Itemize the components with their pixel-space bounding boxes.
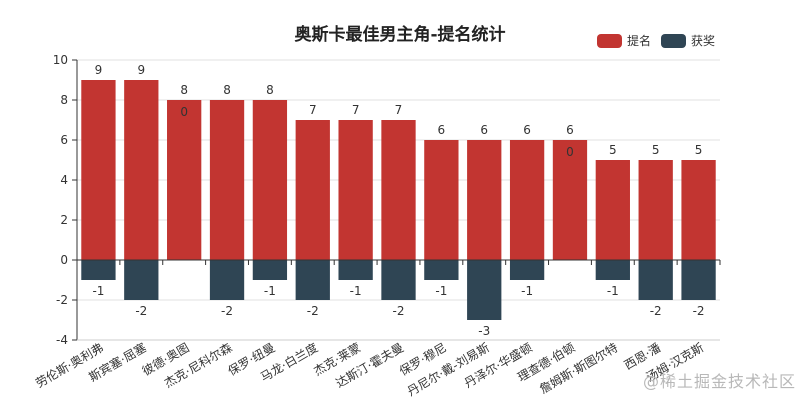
data-label: -2 — [307, 304, 319, 318]
data-label: -2 — [393, 304, 405, 318]
data-label: -1 — [607, 284, 619, 298]
data-label: -1 — [435, 284, 447, 298]
bar-nominations[interactable] — [552, 140, 588, 260]
data-label: 5 — [695, 143, 703, 157]
data-label: -2 — [221, 304, 233, 318]
data-label: 7 — [309, 103, 317, 117]
bar-wins[interactable] — [381, 260, 416, 300]
bar-nominations[interactable] — [467, 140, 502, 260]
data-label: 9 — [137, 63, 145, 77]
data-label: -1 — [92, 284, 104, 298]
bar-nominations[interactable] — [252, 100, 288, 260]
data-label: -2 — [650, 304, 662, 318]
bar-nominations[interactable] — [81, 80, 116, 260]
data-label: 8 — [180, 83, 188, 97]
data-label: 0 — [180, 105, 188, 119]
legend-label-nominations: 提名 — [627, 34, 652, 48]
bar-wins[interactable] — [81, 260, 116, 280]
y-tick-label: 8 — [60, 93, 68, 107]
data-label: 8 — [266, 83, 274, 97]
bar-wins[interactable] — [595, 260, 630, 280]
data-label: 6 — [566, 123, 574, 137]
y-tick-label: 2 — [60, 213, 68, 227]
bar-nominations[interactable] — [595, 160, 630, 260]
bar-nominations[interactable] — [509, 140, 545, 260]
y-tick-label: 4 — [60, 173, 68, 187]
bar-wins[interactable] — [638, 260, 673, 300]
data-label: 7 — [352, 103, 360, 117]
chart-title: 奥斯卡最佳男主角-提名统计 — [294, 25, 506, 45]
bar-wins[interactable] — [681, 260, 716, 300]
data-label: -1 — [264, 284, 276, 298]
data-label: 7 — [395, 103, 403, 117]
data-label: -3 — [478, 324, 490, 338]
bar-nominations[interactable] — [381, 120, 416, 260]
data-label: 6 — [523, 123, 531, 137]
data-label: 8 — [223, 83, 231, 97]
legend-swatch-wins-icon — [661, 33, 687, 48]
bar-wins[interactable] — [295, 260, 330, 300]
bar-wins[interactable] — [124, 260, 159, 300]
y-tick-label: 10 — [53, 53, 68, 67]
data-label: -2 — [135, 304, 147, 318]
bar-wins[interactable] — [209, 260, 245, 300]
bar-wins[interactable] — [509, 260, 545, 280]
y-tick-label: -2 — [56, 293, 68, 307]
bar-wins[interactable] — [338, 260, 373, 280]
data-label: 6 — [480, 123, 488, 137]
legend-item-wins[interactable]: 获奖 — [661, 32, 715, 49]
bar-wins[interactable] — [467, 260, 502, 320]
bar-nominations[interactable] — [681, 160, 716, 260]
watermark: @稀土掘金技术社区 — [643, 372, 797, 391]
bar-nominations[interactable] — [167, 100, 202, 260]
bar-nominations[interactable] — [338, 120, 373, 260]
legend-item-nominations[interactable]: 提名 — [597, 32, 651, 49]
data-label: 9 — [95, 63, 103, 77]
bar-nominations[interactable] — [424, 140, 459, 260]
legend-swatch-nominations-icon — [597, 33, 622, 48]
bar-wins[interactable] — [252, 260, 288, 280]
legend: 提名 获奖 — [597, 32, 725, 49]
bar-nominations[interactable] — [638, 160, 673, 260]
data-label: -1 — [350, 284, 362, 298]
bar-nominations[interactable] — [124, 80, 159, 260]
data-label: 5 — [652, 143, 660, 157]
data-label: -2 — [693, 304, 705, 318]
bar-nominations[interactable] — [295, 120, 330, 260]
y-tick-label: 0 — [60, 253, 68, 267]
bar-nominations[interactable] — [209, 100, 245, 260]
data-label: -1 — [521, 284, 533, 298]
data-label: 6 — [438, 123, 446, 137]
bar-wins[interactable] — [424, 260, 459, 280]
data-label: 0 — [566, 145, 574, 159]
y-tick-label: -4 — [56, 333, 68, 347]
legend-label-wins: 获奖 — [691, 34, 716, 48]
y-tick-label: 6 — [60, 133, 68, 147]
data-label: 5 — [609, 143, 617, 157]
